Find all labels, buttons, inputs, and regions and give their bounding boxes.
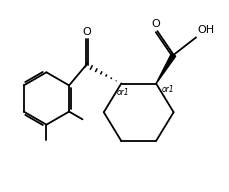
Polygon shape	[155, 54, 175, 84]
Text: O: O	[151, 19, 160, 29]
Text: or1: or1	[161, 85, 174, 94]
Text: or1: or1	[116, 88, 128, 97]
Text: O: O	[82, 27, 90, 37]
Text: OH: OH	[196, 25, 213, 35]
